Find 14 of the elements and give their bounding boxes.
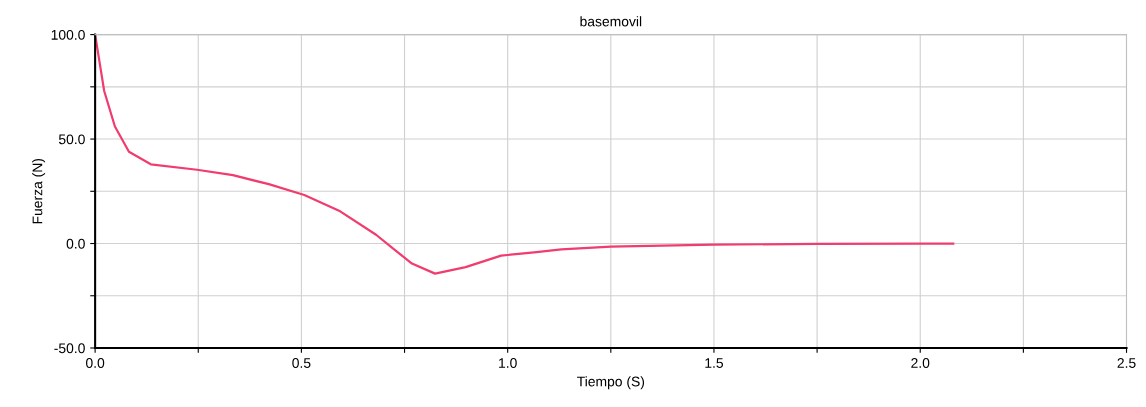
y-tick-label: -50.0 <box>54 343 85 354</box>
x-tick-label: 1.5 <box>705 358 724 368</box>
x-tick-label: 2.0 <box>911 358 930 368</box>
x-axis-title: Tiempo (S) <box>577 376 645 390</box>
y-tick-label: 100.0 <box>51 29 85 40</box>
y-tick-label: 50.0 <box>58 134 85 145</box>
x-tick-label: 1.0 <box>499 358 517 368</box>
chart-title: basemovil <box>580 16 642 27</box>
y-tick-label: 0.0 <box>66 238 85 249</box>
x-tick-label: 0.0 <box>86 358 105 368</box>
y-axis-title: Fuerza (N) <box>32 158 46 224</box>
line-series <box>95 34 955 275</box>
x-tick-label: 2.5 <box>1117 358 1136 368</box>
x-tick-label: 0.5 <box>292 358 311 368</box>
